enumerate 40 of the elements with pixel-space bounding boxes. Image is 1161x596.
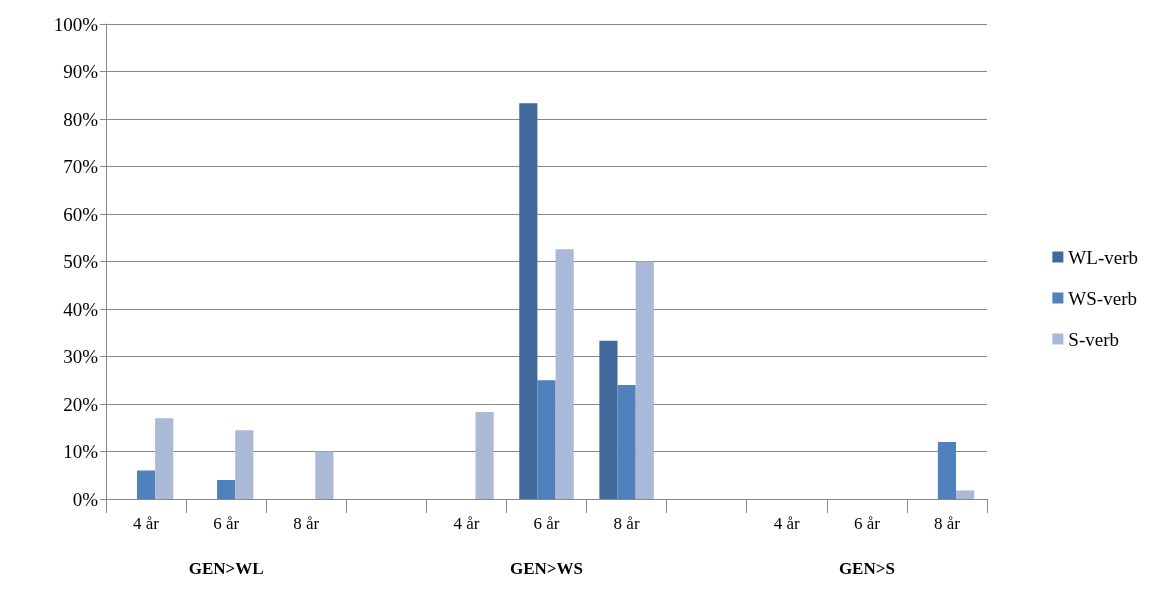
text: GEN>WS — [510, 558, 583, 578]
bar — [635, 261, 654, 499]
x-tick-label: 6 år — [533, 514, 560, 533]
bar — [217, 480, 236, 499]
y-tick-label: 10% — [63, 441, 99, 462]
bar — [315, 451, 334, 499]
y-tick-label: 90% — [63, 61, 99, 82]
x-tick-label: 6 år — [213, 514, 240, 533]
bar — [937, 442, 957, 499]
y-tick-label: 70% — [63, 156, 99, 177]
text: GEN>S — [838, 558, 895, 578]
bar — [956, 490, 975, 499]
x-tick-label: 8 år — [613, 514, 640, 533]
bar — [235, 430, 254, 499]
y-tick-label: 0% — [72, 488, 99, 510]
y-tick-label: 20% — [63, 393, 99, 415]
x-tick-label: 8 år — [933, 514, 961, 533]
x-tick-label: 4 år — [133, 514, 160, 533]
y-tick-label: 100% — [53, 13, 99, 35]
y-tick-label: 60% — [63, 203, 99, 225]
y-tick-label: 40% — [63, 298, 99, 320]
x-tick-label: 8 år — [293, 514, 320, 533]
bar — [537, 380, 556, 499]
bar — [617, 385, 636, 499]
legend-label: S-verb — [1068, 328, 1120, 350]
x-tick-label: 6 år — [853, 514, 881, 533]
y-tick-label: 80% — [63, 108, 99, 130]
bar — [519, 103, 538, 499]
bar — [136, 470, 156, 499]
text: GEN>WL — [188, 558, 264, 578]
bar — [555, 249, 574, 499]
x-tick-label: 4 år — [453, 514, 480, 533]
y-tick-label: 50% — [63, 251, 99, 272]
bar — [599, 340, 618, 499]
y-tick-label: 30% — [63, 346, 99, 367]
bar — [475, 412, 494, 499]
legend-label: WS-verb — [1068, 287, 1137, 309]
bar — [155, 418, 174, 499]
x-tick-label: 4 år — [773, 514, 801, 533]
legend-label: WL-verb — [1068, 246, 1139, 268]
